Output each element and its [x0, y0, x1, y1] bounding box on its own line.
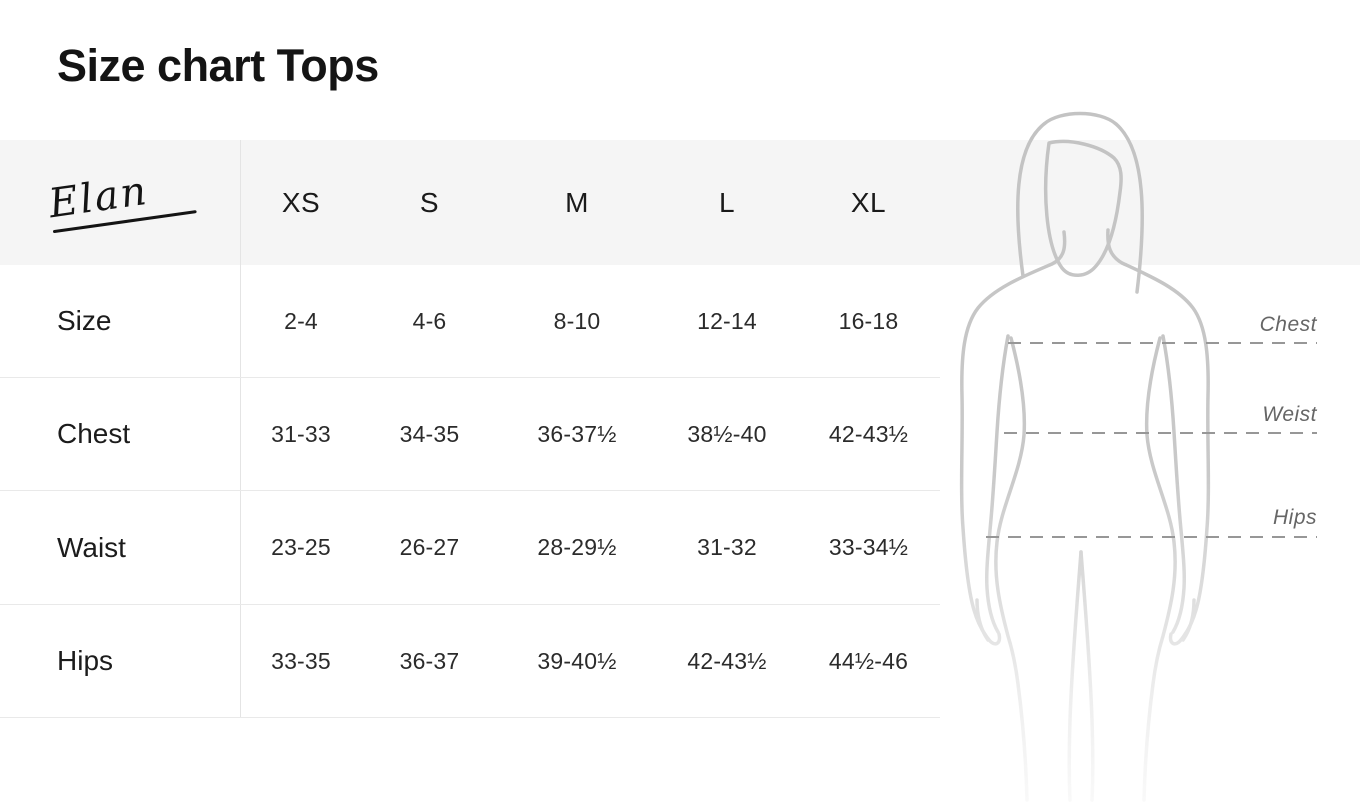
woman-silhouette-illustration	[959, 111, 1211, 802]
left-torso-leg	[994, 336, 1029, 802]
cell-waist-m: 28-29½	[537, 534, 617, 560]
cell-hips-l: 42-43½	[687, 647, 767, 674]
row-label-hips: Hips	[57, 645, 114, 676]
chest-measure-line	[1008, 342, 1317, 344]
brand-logo: Elan	[0, 158, 241, 239]
cell-hips-m: 39-40½	[537, 647, 617, 674]
left-thumb	[975, 598, 990, 642]
chest-measure-label: Chest	[1259, 313, 1317, 336]
left-inner-leg	[1067, 550, 1083, 802]
page-title: Size chart Tops	[57, 40, 379, 91]
right-arm-outline	[1106, 228, 1211, 646]
size-table: Elan XS S M L XL Size 2-4 4-6 8-10 12-14…	[0, 140, 940, 718]
cell-hips-xl: 44½-46	[828, 647, 909, 674]
right-torso-leg	[1142, 336, 1177, 802]
table-row: Hips 33-35 36-37 39-40½ 42-43½ 44½-46	[0, 605, 940, 718]
left-arm-outline	[959, 230, 1067, 646]
hips-measure-label: Hips	[1272, 506, 1317, 529]
cell-waist-s: 26-27	[399, 534, 460, 560]
hair-outline	[1016, 111, 1144, 294]
cell-chest-s: 34-35	[399, 420, 460, 447]
table-row: Size 2-4 4-6 8-10 12-14 16-18	[0, 265, 940, 378]
table-header-row: Elan XS S M L XL	[0, 140, 940, 265]
face-outline	[1043, 139, 1123, 277]
cell-waist-xs: 23-25	[271, 534, 331, 560]
column-header-xl: XL	[850, 186, 887, 218]
brand-name: Elan	[45, 168, 152, 228]
table-row: Waist 23-25 26-27 28-29½ 31-32 33-34½	[0, 491, 940, 605]
table-header-band	[0, 140, 1360, 265]
cell-chest-xl: 42-43½	[828, 420, 909, 447]
row-label-chest: Chest	[57, 418, 131, 449]
cell-chest-l: 38½-40	[687, 420, 767, 447]
column-header-m: M	[565, 186, 589, 218]
cell-size-xl: 16-18	[838, 307, 899, 334]
waist-measure-line	[1004, 432, 1317, 434]
left-inner-arm	[985, 334, 1010, 634]
cell-waist-l: 31-32	[697, 534, 757, 560]
cell-size-m: 8-10	[553, 307, 601, 334]
right-thumb	[1181, 598, 1196, 642]
cell-size-xs: 2-4	[284, 307, 318, 334]
column-header-l: L	[718, 186, 736, 218]
column-header-xs: XS	[281, 186, 321, 218]
table-row: Chest 31-33 34-35 36-37½ 38½-40 42-43½	[0, 378, 940, 491]
right-inner-arm	[1161, 334, 1186, 634]
row-label-waist: Waist	[57, 531, 126, 563]
hips-measure-line	[986, 536, 1317, 538]
cell-chest-m: 36-37½	[537, 420, 617, 447]
column-header-s: S	[419, 186, 440, 218]
cell-hips-s: 36-37	[399, 647, 460, 674]
cell-size-l: 12-14	[697, 307, 757, 334]
row-label-size: Size	[57, 305, 112, 336]
cell-size-s: 4-6	[412, 307, 447, 334]
right-inner-leg	[1079, 550, 1095, 802]
cell-hips-xs: 33-35	[271, 647, 331, 674]
cell-chest-xs: 31-33	[271, 420, 331, 447]
cell-waist-xl: 33-34½	[828, 534, 909, 560]
column-divider	[240, 140, 241, 718]
waist-measure-label: Weist	[1262, 403, 1317, 426]
